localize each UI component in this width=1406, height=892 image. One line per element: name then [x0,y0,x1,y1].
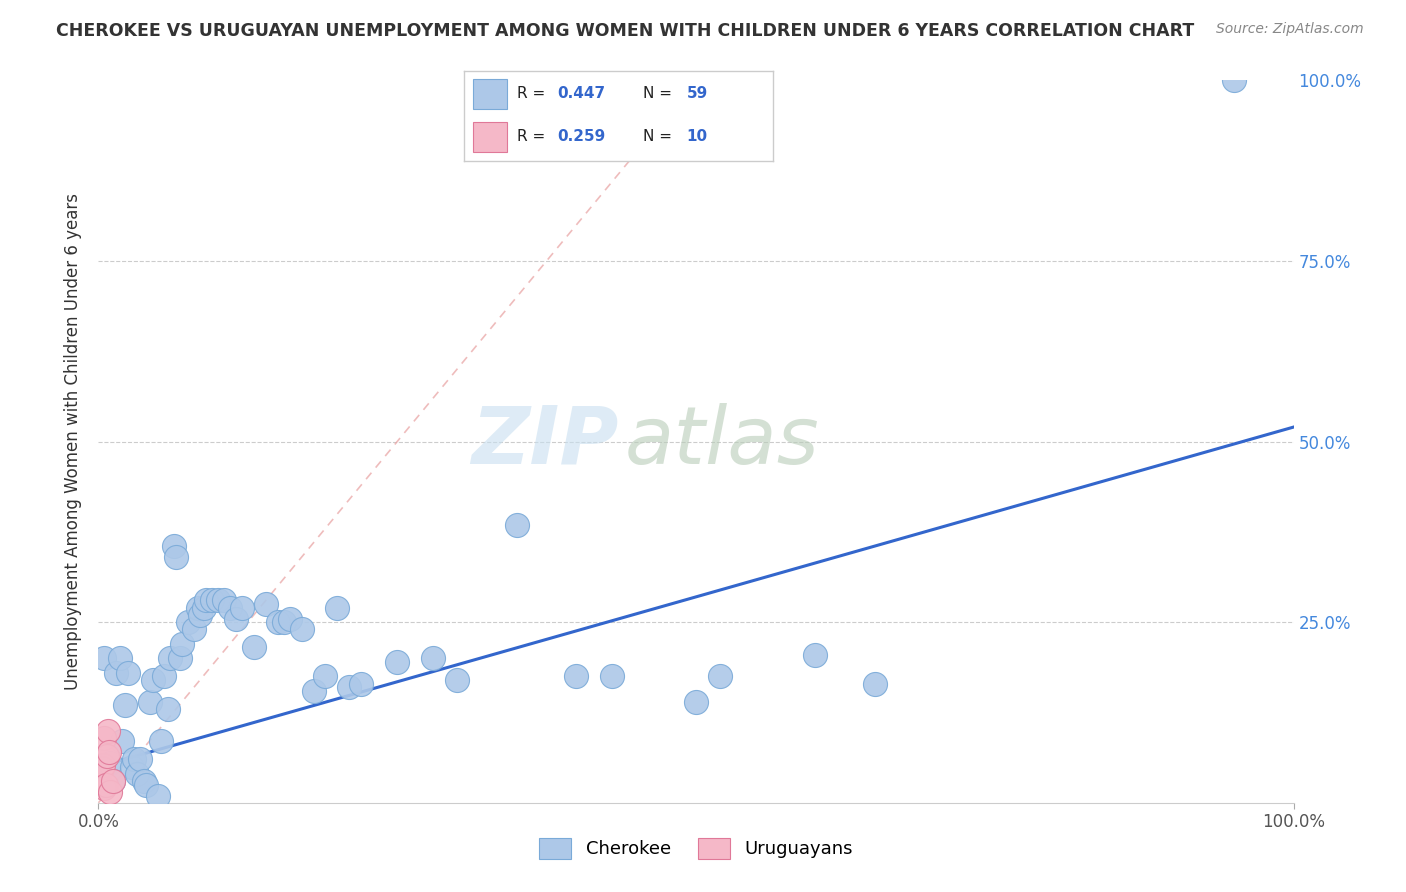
Text: ZIP: ZIP [471,402,619,481]
Text: 0.259: 0.259 [557,129,605,144]
Point [804,648,827,662]
Point [315,669,337,683]
Point [98,756,122,770]
Point [326,600,349,615]
Point [195,593,218,607]
Point [98,785,122,799]
Point [165,550,187,565]
Point [105,665,128,680]
Bar [474,122,508,152]
Point [212,593,235,607]
Point [117,665,139,680]
Point [125,767,148,781]
Point [148,789,170,803]
Point [219,600,242,615]
Point [159,651,181,665]
Point [350,676,373,690]
Legend: Cherokee, Uruguayans: Cherokee, Uruguayans [531,830,860,866]
Point [254,597,277,611]
Point [231,600,253,615]
Point [201,593,224,607]
Point [114,698,136,713]
Point [225,611,247,625]
Text: CHEROKEE VS URUGUAYAN UNEMPLOYMENT AMONG WOMEN WITH CHILDREN UNDER 6 YEARS CORRE: CHEROKEE VS URUGUAYAN UNEMPLOYMENT AMONG… [56,22,1195,40]
Point [169,651,191,665]
Point [685,695,707,709]
Point [153,669,176,683]
Point [101,774,124,789]
Point [267,615,290,630]
Point [602,669,624,683]
Point [149,734,172,748]
Point [506,517,529,532]
Point [302,683,325,698]
Point [129,752,152,766]
Point [93,651,115,665]
Point [163,539,186,553]
Point [187,600,209,615]
Point [93,731,115,745]
Point [97,723,120,738]
Text: N =: N = [644,87,678,101]
Point [273,615,295,630]
Point [278,611,301,625]
Point [207,593,229,607]
Point [188,607,211,622]
Point [111,734,134,748]
Text: atlas: atlas [624,402,820,481]
Point [98,745,121,759]
Point [291,623,314,637]
Point [156,702,179,716]
Point [91,761,114,775]
Point [124,752,146,766]
Point [172,637,194,651]
Point [422,651,444,665]
Point [193,600,215,615]
Text: N =: N = [644,129,678,144]
Point [94,778,117,792]
Point [385,655,409,669]
Point [709,669,731,683]
Text: R =: R = [516,87,550,101]
Point [243,640,266,655]
Y-axis label: Unemployment Among Women with Children Under 6 years: Unemployment Among Women with Children U… [65,193,83,690]
Point [177,615,200,630]
Point [108,651,131,665]
Point [135,778,157,792]
Point [121,760,143,774]
Point [142,673,165,687]
Point [132,774,155,789]
Bar [474,79,508,109]
Text: 59: 59 [686,87,709,101]
Text: 10: 10 [686,129,707,144]
Point [865,676,887,690]
Point [139,695,162,709]
Point [339,680,361,694]
Point [446,673,468,687]
Text: Source: ZipAtlas.com: Source: ZipAtlas.com [1216,22,1364,37]
Point [96,748,118,763]
Text: R =: R = [516,129,550,144]
Point [93,781,115,796]
Text: 0.447: 0.447 [557,87,605,101]
Point [1223,73,1246,87]
Point [91,758,114,772]
Point [183,623,205,637]
Point [565,669,588,683]
Point [101,774,124,789]
